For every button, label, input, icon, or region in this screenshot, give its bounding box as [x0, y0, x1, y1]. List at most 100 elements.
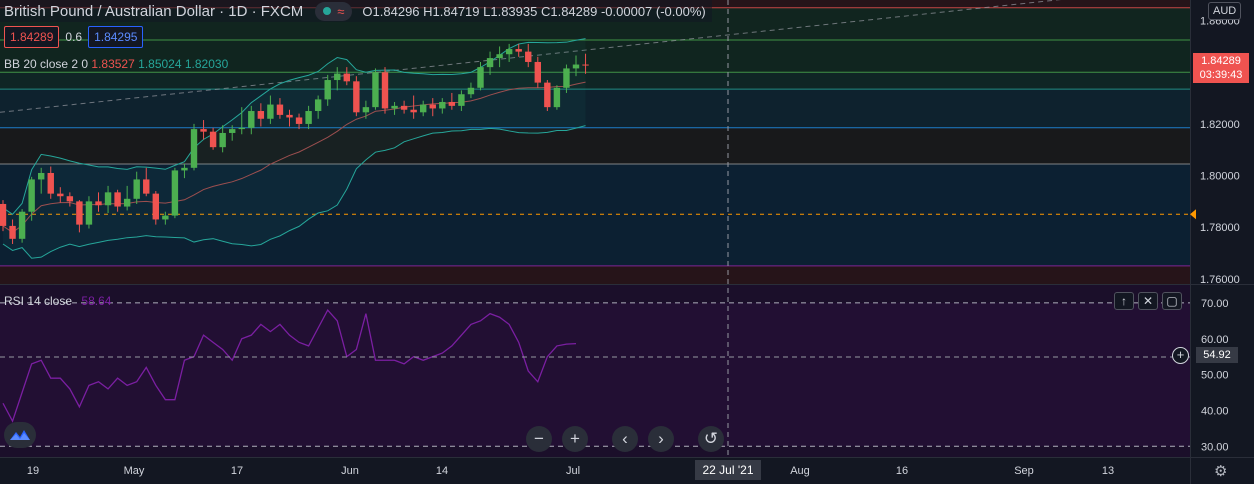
- bollinger-upper-value: 1.85024: [138, 57, 182, 71]
- candle-body: [448, 101, 456, 106]
- bollinger-lower-value: 1.82030: [184, 57, 229, 71]
- rsi-crosshair-value: 54.92: [1196, 347, 1238, 363]
- price-tick-label: 1.82000: [1200, 119, 1240, 131]
- market-status[interactable]: ≈: [315, 1, 353, 21]
- candle-body: [238, 127, 245, 130]
- bollinger-legend[interactable]: BB 20 close 2 0 1.83527 1.85024 1.82030: [4, 57, 228, 71]
- pane-close-icon[interactable]: ✕: [1138, 292, 1158, 310]
- rsi-band-fill: [0, 302, 1190, 447]
- candle-body: [391, 105, 398, 109]
- price-zone: [0, 214, 1190, 266]
- rsi-line: [2, 308, 577, 423]
- rsi-tick-label: 60.00: [1201, 334, 1229, 346]
- time-tick-label: May: [124, 465, 145, 477]
- rsi-tick-label: 30.00: [1201, 441, 1229, 453]
- candle-body: [563, 68, 570, 88]
- candle-body: [85, 201, 93, 225]
- level-marker-icon: [1190, 209, 1196, 220]
- rsi-legend[interactable]: RSI 14 close 58.64: [4, 294, 111, 308]
- candle-body: [104, 192, 112, 206]
- pane-maximize-icon[interactable]: ▢: [1162, 292, 1182, 310]
- price-zone: [0, 127, 1190, 164]
- bollinger-lower-line: [2, 125, 586, 259]
- ohlc-values: O1.84296 H1.84719 L1.83935 C1.84289 -0.0…: [362, 3, 706, 19]
- candle-body: [200, 129, 207, 132]
- time-tick-label: 19: [27, 465, 39, 477]
- crosshair-date: 22 Jul '21: [695, 460, 761, 480]
- candle-body: [171, 170, 179, 216]
- reset-icon[interactable]: ↺: [698, 426, 724, 452]
- rsi-tick-label: 50.00: [1201, 370, 1229, 382]
- buy-button[interactable]: 1.84295: [88, 26, 144, 48]
- pane-controls: ↑ ✕ ▢: [1114, 292, 1182, 310]
- brand-logo-icon: [10, 430, 30, 440]
- candle-body: [248, 111, 255, 128]
- price-zone: [0, 40, 1190, 73]
- candle-body: [133, 179, 140, 199]
- candle-body: [429, 104, 436, 109]
- candle-body: [400, 105, 408, 110]
- price-tick-label: 1.78000: [1200, 222, 1240, 234]
- time-tick-label: 16: [896, 465, 908, 477]
- candle-body: [553, 87, 561, 108]
- price-tick-label: 1.76000: [1200, 274, 1240, 286]
- candle-body: [28, 179, 35, 212]
- spread-value: 0.6: [65, 30, 83, 44]
- time-tick-label: Sep: [1014, 465, 1034, 477]
- candle-body: [496, 54, 503, 59]
- candle-body: [582, 64, 589, 66]
- brand-logo-button[interactable]: [4, 422, 36, 448]
- candle-body: [324, 80, 331, 100]
- candle-body: [353, 81, 360, 113]
- candle-body: [544, 82, 551, 108]
- candle-body: [362, 107, 370, 113]
- candle-body: [114, 192, 121, 207]
- rsi-pane-background: [0, 285, 1190, 457]
- zoom-out-icon[interactable]: −: [526, 426, 552, 452]
- symbol-legend: British Pound / Australian Dollar · 1D ·…: [0, 0, 712, 22]
- pane-up-icon[interactable]: ↑: [1114, 292, 1134, 310]
- price-tick-label: 1.80000: [1200, 171, 1240, 183]
- bollinger-label: BB 20 close 2 0: [4, 57, 89, 71]
- time-tick-label: 13: [1102, 465, 1114, 477]
- bollinger-fill: [3, 38, 586, 259]
- sell-button[interactable]: 1.84289: [4, 26, 60, 48]
- candle-body: [209, 131, 217, 148]
- candle-body: [286, 114, 293, 118]
- candle-body: [439, 101, 446, 109]
- candle-body: [229, 129, 236, 133]
- candle-body: [525, 51, 532, 62]
- price-zone: [0, 163, 1190, 215]
- candle-body: [410, 109, 417, 113]
- candle-body: [305, 111, 312, 124]
- add-alert-icon[interactable]: +: [1172, 347, 1189, 364]
- currency-label[interactable]: AUD: [1208, 2, 1242, 20]
- candle-body: [458, 94, 465, 106]
- symbol-title[interactable]: British Pound / Australian Dollar · 1D ·…: [4, 2, 304, 20]
- bar-countdown: 03:39:43: [1199, 69, 1243, 81]
- candle-body: [152, 193, 159, 220]
- trend-line: [0, 0, 1062, 113]
- candle-body: [143, 179, 150, 194]
- candle-body: [190, 129, 198, 168]
- last-price: 1.84289: [1201, 55, 1241, 67]
- scroll-right-icon[interactable]: ›: [648, 426, 674, 452]
- candle-body: [38, 172, 45, 180]
- candle-body: [295, 117, 303, 124]
- candle-body: [343, 73, 350, 82]
- zoom-in-icon[interactable]: +: [562, 426, 588, 452]
- candle-body: [57, 193, 64, 197]
- candle-body: [467, 87, 475, 95]
- price-zone: [0, 265, 1190, 284]
- candle-body: [505, 49, 513, 55]
- market-open-icon: [323, 7, 332, 15]
- scroll-left-icon[interactable]: ‹: [612, 426, 638, 452]
- settings-gear-icon[interactable]: ⚙: [1214, 463, 1228, 480]
- bollinger-basis-value: 1.83527: [91, 57, 135, 71]
- candle-body: [18, 211, 26, 239]
- last-price-tag: 1.84289 03:39:43: [1193, 53, 1249, 83]
- candle-body: [267, 104, 274, 119]
- candle-body: [420, 104, 427, 113]
